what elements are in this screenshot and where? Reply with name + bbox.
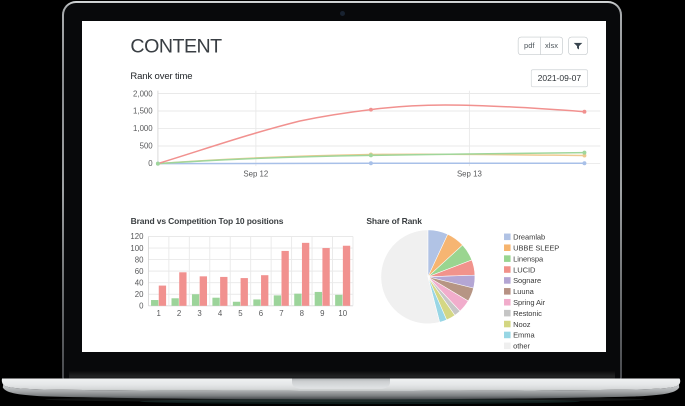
svg-text:1: 1: [156, 309, 160, 318]
svg-text:Dreamlab: Dreamlab: [513, 233, 545, 242]
svg-text:1,000: 1,000: [133, 124, 153, 133]
svg-text:Share of Rank: Share of Rank: [366, 216, 422, 226]
svg-text:Spring Air: Spring Air: [513, 298, 545, 307]
svg-text:Sep 12: Sep 12: [243, 170, 268, 179]
svg-text:500: 500: [140, 142, 154, 151]
svg-text:Brand vs Competition Top 10 po: Brand vs Competition Top 10 positions: [131, 216, 284, 226]
svg-text:100: 100: [130, 244, 144, 253]
svg-text:2: 2: [177, 309, 181, 318]
svg-text:Restonic: Restonic: [513, 309, 542, 318]
svg-text:LUCID: LUCID: [513, 265, 536, 274]
svg-text:9: 9: [320, 309, 324, 318]
svg-text:3: 3: [197, 309, 202, 318]
svg-text:Linenspa: Linenspa: [513, 254, 544, 263]
svg-text:80: 80: [135, 255, 144, 264]
svg-text:7: 7: [279, 309, 283, 318]
svg-text:other: other: [513, 342, 530, 351]
svg-text:5: 5: [238, 309, 243, 318]
svg-text:Nooz: Nooz: [513, 320, 531, 329]
svg-text:0: 0: [148, 159, 153, 168]
svg-text:20: 20: [135, 290, 144, 299]
svg-text:120: 120: [130, 232, 144, 241]
svg-text:Sognare: Sognare: [513, 276, 541, 285]
svg-text:40: 40: [135, 278, 144, 287]
svg-text:4: 4: [218, 309, 223, 318]
svg-text:Luuna: Luuna: [513, 287, 534, 296]
svg-text:1,500: 1,500: [133, 107, 153, 116]
svg-text:8: 8: [300, 309, 305, 318]
svg-text:2,000: 2,000: [133, 89, 153, 98]
svg-text:UBBE SLEEP: UBBE SLEEP: [513, 243, 559, 252]
svg-text:Emma: Emma: [513, 331, 535, 340]
svg-text:Sep 13: Sep 13: [457, 170, 482, 179]
svg-text:60: 60: [135, 267, 144, 276]
svg-text:6: 6: [259, 309, 264, 318]
svg-text:0: 0: [139, 302, 144, 311]
svg-text:10: 10: [338, 309, 347, 318]
